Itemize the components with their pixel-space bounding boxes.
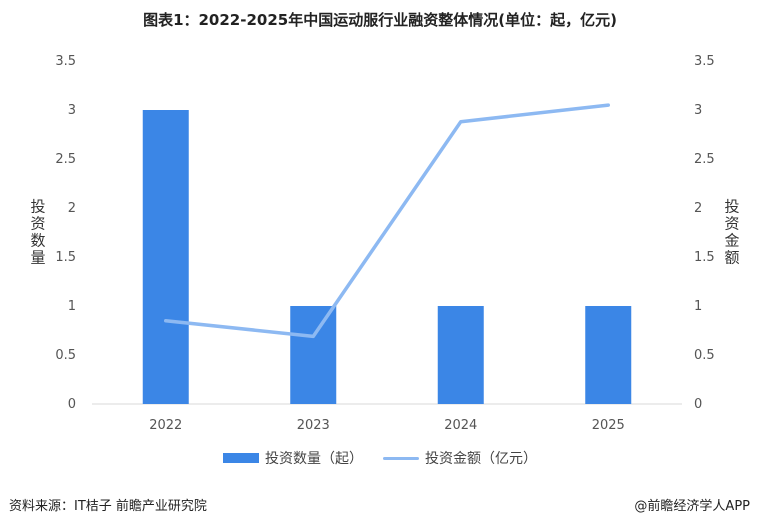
right-tick-label: 3.5 — [694, 54, 715, 69]
legend-swatch-bar — [223, 453, 259, 463]
x-tick-label: 2025 — [592, 418, 625, 433]
x-tick-label: 2024 — [444, 418, 477, 433]
bar-2022 — [142, 110, 189, 404]
left-tick-label: 3 — [68, 103, 76, 118]
bar-2024 — [437, 306, 484, 404]
copyright-note: @前瞻经济学人APP — [634, 499, 750, 514]
left-tick-label: 0 — [68, 397, 76, 412]
right-tick-label: 1.5 — [694, 250, 715, 265]
chart-canvas: 00.511.522.533.5 00.511.522.533.5 2022 20… — [30, 54, 739, 433]
bar-series — [142, 110, 632, 404]
source-note: 资料来源：IT桔子 前瞻产业研究院 — [9, 499, 207, 514]
legend-label-amount: 投资金额（亿元） — [425, 451, 537, 467]
left-tick-label: 1 — [68, 299, 76, 314]
right-tick-label: 0.5 — [694, 348, 715, 363]
bar-2025 — [585, 306, 632, 404]
right-tick-label: 1 — [694, 299, 702, 314]
right-tick-label: 2 — [694, 201, 702, 216]
x-tick-label: 2022 — [149, 418, 182, 433]
left-tick-label: 2.5 — [55, 152, 76, 167]
left-tick-label: 2 — [68, 201, 76, 216]
left-tick-label: 0.5 — [55, 348, 76, 363]
left-tick-label: 3.5 — [55, 54, 76, 69]
legend-label-count: 投资数量（起） — [265, 451, 363, 467]
chart-title: 图表1：2022-2025年中国运动服行业融资整体情况(单位：起，亿元) — [143, 11, 617, 29]
axis-title-char: 量 — [30, 249, 45, 267]
right-tick-label: 0 — [694, 397, 702, 412]
bar-2023 — [290, 306, 337, 404]
left-tick-label: 1.5 — [55, 250, 76, 265]
right-axis-ticks: 0 0.5 1 1.5 2 2.5 3 3.5 — [694, 54, 715, 412]
left-axis-ticks: 0 0.5 1 1.5 2 2.5 3 3.5 — [55, 54, 76, 412]
axis-title-char: 投 — [724, 198, 739, 216]
axis-title-char: 数 — [30, 232, 45, 250]
right-tick-label: 3 — [694, 103, 702, 118]
legend: 投资数量（起） 投资金额（亿元） — [0, 448, 760, 468]
right-tick-label: 2.5 — [694, 152, 715, 167]
legend-swatch-line — [383, 456, 419, 460]
right-axis-title: 投资金额 — [724, 198, 739, 267]
line-series-amount — [164, 103, 610, 339]
x-tick-label: 2023 — [297, 418, 330, 433]
axis-title-char: 资 — [30, 215, 45, 233]
legend-item-amount: 投资金额（亿元） — [383, 448, 537, 468]
legend-item-count: 投资数量（起） — [223, 448, 363, 468]
axis-title-char: 资 — [724, 215, 739, 233]
axis-title-char: 额 — [724, 249, 739, 267]
axis-title-char: 金 — [724, 232, 739, 250]
left-axis-title: 投资数量 — [30, 198, 45, 267]
x-axis-ticks: 2022 2023 2024 2025 — [149, 418, 625, 433]
axis-title-char: 投 — [30, 198, 45, 216]
